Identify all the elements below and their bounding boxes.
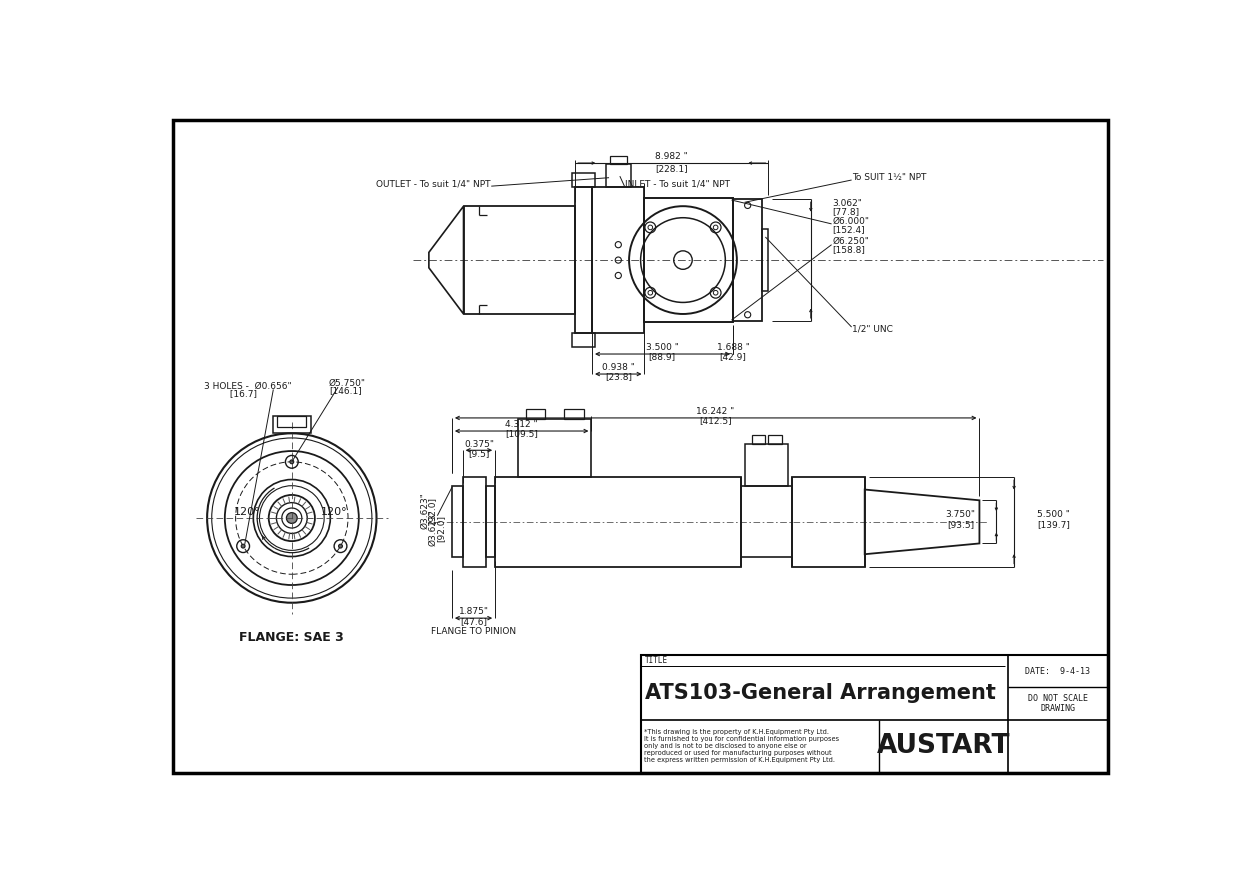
Bar [768, 435, 781, 444]
Text: Ø3.623": Ø3.623" [420, 492, 429, 529]
Bar [464, 206, 575, 314]
Text: Ø6.250": Ø6.250" [832, 237, 869, 246]
Bar [645, 199, 732, 322]
Bar [641, 655, 1108, 773]
Text: AUSTART: AUSTART [876, 734, 1010, 759]
Circle shape [286, 513, 298, 523]
Text: 1.875": 1.875" [459, 607, 489, 616]
Bar [741, 486, 791, 557]
Text: [139.7]: [139.7] [1038, 521, 1070, 530]
Text: 3.500 ": 3.500 " [646, 343, 679, 353]
Text: 3 HOLES -  Ø0.656": 3 HOLES - Ø0.656" [204, 382, 291, 391]
Text: 16.242 ": 16.242 " [696, 408, 735, 416]
Text: 120°: 120° [321, 507, 348, 517]
Text: 1/2" UNC: 1/2" UNC [853, 325, 894, 334]
Text: [412.5]: [412.5] [699, 416, 731, 425]
Bar [751, 435, 765, 444]
Text: [92.0]: [92.0] [436, 514, 445, 542]
Text: Ø5.750": Ø5.750" [329, 378, 366, 388]
Text: [47.6]: [47.6] [460, 617, 488, 626]
Bar [592, 187, 645, 333]
Circle shape [241, 545, 245, 548]
Text: [16.7]: [16.7] [204, 390, 258, 399]
Text: OUTLET - To suit 1/4" NPT: OUTLET - To suit 1/4" NPT [376, 179, 490, 188]
Text: ATS103-General Arrangement: ATS103-General Arrangement [645, 682, 996, 703]
Bar [575, 187, 592, 333]
Bar [526, 408, 545, 420]
Text: TITLE: TITLE [645, 656, 668, 665]
Bar [745, 444, 788, 486]
Text: 0.938 ": 0.938 " [601, 363, 635, 372]
Text: DO NOT SCALE
DRAWING: DO NOT SCALE DRAWING [1028, 694, 1088, 713]
Text: INLET - To suit 1/4" NPT: INLET - To suit 1/4" NPT [625, 179, 730, 188]
Bar [572, 173, 595, 187]
Bar [272, 416, 311, 433]
Text: 0.375": 0.375" [464, 439, 494, 448]
Bar [610, 156, 626, 164]
Text: 3.062": 3.062" [832, 199, 862, 208]
Text: [228.1]: [228.1] [655, 164, 688, 173]
Text: [146.1]: [146.1] [329, 386, 361, 395]
Text: [152.4]: [152.4] [832, 225, 865, 234]
Bar [572, 333, 595, 347]
Bar [519, 420, 591, 477]
Circle shape [339, 545, 342, 548]
Text: [158.8]: [158.8] [832, 246, 865, 255]
Bar [462, 477, 486, 567]
Bar [606, 164, 630, 187]
Text: DATE:  9-4-13: DATE: 9-4-13 [1025, 667, 1090, 675]
Bar [791, 477, 865, 567]
Text: [88.9]: [88.9] [649, 353, 676, 362]
Text: [93.5]: [93.5] [948, 521, 975, 530]
Text: [9.5]: [9.5] [469, 449, 490, 458]
Text: Ø6.000": Ø6.000" [832, 217, 869, 226]
Bar [495, 477, 741, 567]
Text: [77.8]: [77.8] [832, 207, 860, 216]
Text: 3.750": 3.750" [945, 510, 975, 519]
Text: [23.8]: [23.8] [605, 373, 631, 382]
Text: 120°: 120° [234, 507, 260, 517]
Text: Ø3.623": Ø3.623" [429, 509, 438, 546]
Text: To SUIT 1½" NPT: To SUIT 1½" NPT [853, 173, 926, 182]
Text: 4.312 ": 4.312 " [505, 421, 538, 430]
Text: [92.0]: [92.0] [428, 497, 436, 524]
Text: FLANGE TO PINION: FLANGE TO PINION [431, 628, 516, 636]
Text: [42.9]: [42.9] [720, 353, 746, 362]
Bar [278, 416, 306, 427]
Bar [486, 486, 495, 557]
Text: [109.5]: [109.5] [505, 430, 538, 438]
Text: 8.982 ": 8.982 " [655, 152, 688, 162]
Bar [732, 199, 762, 321]
Bar [762, 229, 769, 291]
Text: FLANGE: SAE 3: FLANGE: SAE 3 [240, 631, 344, 644]
Text: *This drawing is the property of K.H.Equipment Pty Ltd.
It is furnished to you f: *This drawing is the property of K.H.Equ… [645, 729, 840, 764]
Circle shape [290, 460, 294, 464]
Text: 1.688 ": 1.688 " [716, 343, 750, 353]
Bar [452, 486, 462, 557]
Bar [565, 408, 584, 420]
Text: 5.500 ": 5.500 " [1038, 510, 1070, 519]
